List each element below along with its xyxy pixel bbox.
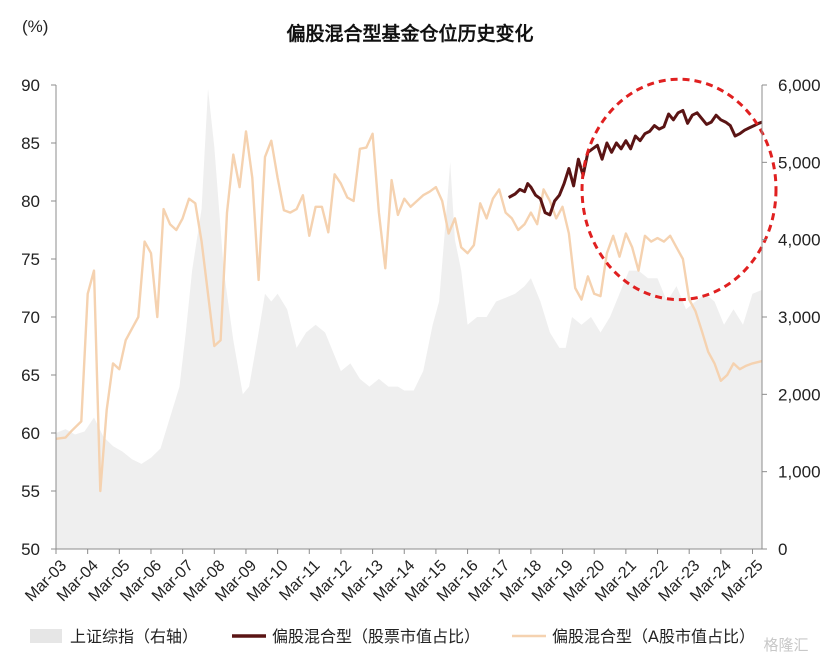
legend-label: 偏股混合型（股票市值占比） <box>272 627 480 646</box>
left-tick-label: 60 <box>21 424 40 443</box>
left-tick-label: 75 <box>21 250 40 269</box>
left-tick-label: 85 <box>21 134 40 153</box>
series-area-index <box>56 88 762 550</box>
right-tick-label: 1,000 <box>778 463 821 482</box>
legend: 上证综指（右轴） 偏股混合型（股票市值占比） 偏股混合型（A股市值占比） <box>30 627 755 646</box>
left-tick-label: 80 <box>21 192 40 211</box>
watermark-text: 格隆汇 <box>763 636 808 654</box>
index-area-layer <box>56 88 762 550</box>
position-lines-layer <box>55 109 763 493</box>
left-tick-label: 55 <box>21 482 40 501</box>
legend-label: 上证综指（右轴） <box>70 627 198 646</box>
y-unit-label: (%) <box>22 17 48 36</box>
left-tick-label: 65 <box>21 366 40 385</box>
axes-layer: 50 55 60 65 70 75 80 85 90 0 1,000 2,000 3,000 4,000 5… <box>21 76 820 605</box>
right-tick-label: 5,000 <box>778 153 821 172</box>
left-tick-label: 70 <box>21 308 40 327</box>
right-tick-label: 0 <box>778 540 787 559</box>
right-tick-label: 4,000 <box>778 231 821 250</box>
right-tick-label: 6,000 <box>778 76 821 95</box>
annotation-layer <box>580 77 778 302</box>
left-tick-label: 50 <box>21 540 40 559</box>
highlight-dashed-ellipse <box>580 77 778 302</box>
chart-title: 偏股混合型基金仓位历史变化 <box>286 22 533 45</box>
series-line-a-share-ratio <box>55 130 763 493</box>
legend-swatch-index <box>30 629 62 643</box>
left-tick-label: 90 <box>21 76 40 95</box>
right-tick-label: 2,000 <box>778 385 821 404</box>
legend-label: 偏股混合型（A股市值占比） <box>552 627 755 646</box>
series-line-stock-ratio <box>507 109 763 217</box>
right-tick-label: 3,000 <box>778 308 821 327</box>
